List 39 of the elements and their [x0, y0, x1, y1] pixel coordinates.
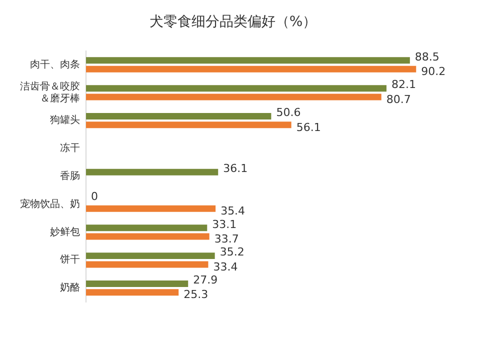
- bar: [86, 122, 292, 128]
- y-tick-label: 狗罐头: [50, 114, 80, 126]
- data-label: 90.2: [421, 64, 446, 78]
- bar: [86, 224, 208, 232]
- bar: [86, 261, 208, 268]
- bar: [86, 168, 218, 176]
- y-tick-label: 冻干: [60, 142, 80, 154]
- y-tick-label: 饼干: [59, 254, 80, 266]
- data-label: 35.4: [220, 204, 246, 218]
- data-label: 50.6: [276, 106, 301, 120]
- y-tick-label: 肉干、肉条: [30, 58, 80, 70]
- y-tick-label: 宠物饮品、奶: [20, 198, 80, 210]
- bar: [86, 233, 210, 240]
- bar: [86, 280, 188, 287]
- data-label: 82.1: [391, 78, 416, 92]
- data-label: 36.1: [223, 162, 248, 175]
- data-label: 56.1: [296, 120, 321, 134]
- bar: [86, 205, 216, 212]
- y-tick-label: 妙鲜包: [50, 226, 80, 238]
- data-label: 35.2: [220, 246, 244, 259]
- y-tick-label: 洁齿骨＆咬胶＆磨牙棒: [20, 80, 80, 104]
- y-tick-label: 香肠: [60, 170, 80, 182]
- bar: [86, 57, 410, 64]
- bar: [86, 113, 272, 120]
- data-label: 25.3: [184, 288, 208, 302]
- bar: [86, 66, 416, 72]
- data-label: 88.5: [414, 50, 440, 64]
- data-label: 33.1: [212, 218, 237, 231]
- data-label: 80.7: [386, 92, 411, 106]
- data-label: 27.9: [193, 274, 218, 287]
- chart-title: 犬零食细分品类偏好（%）: [149, 14, 317, 30]
- data-label: 0: [91, 190, 98, 203]
- bar: [86, 85, 386, 92]
- data-label: 33.7: [214, 232, 239, 246]
- bar: [86, 289, 179, 296]
- data-label: 33.4: [213, 260, 238, 274]
- y-tick-label: 奶酪: [60, 282, 80, 294]
- bar: [86, 252, 215, 260]
- bar: [86, 94, 382, 100]
